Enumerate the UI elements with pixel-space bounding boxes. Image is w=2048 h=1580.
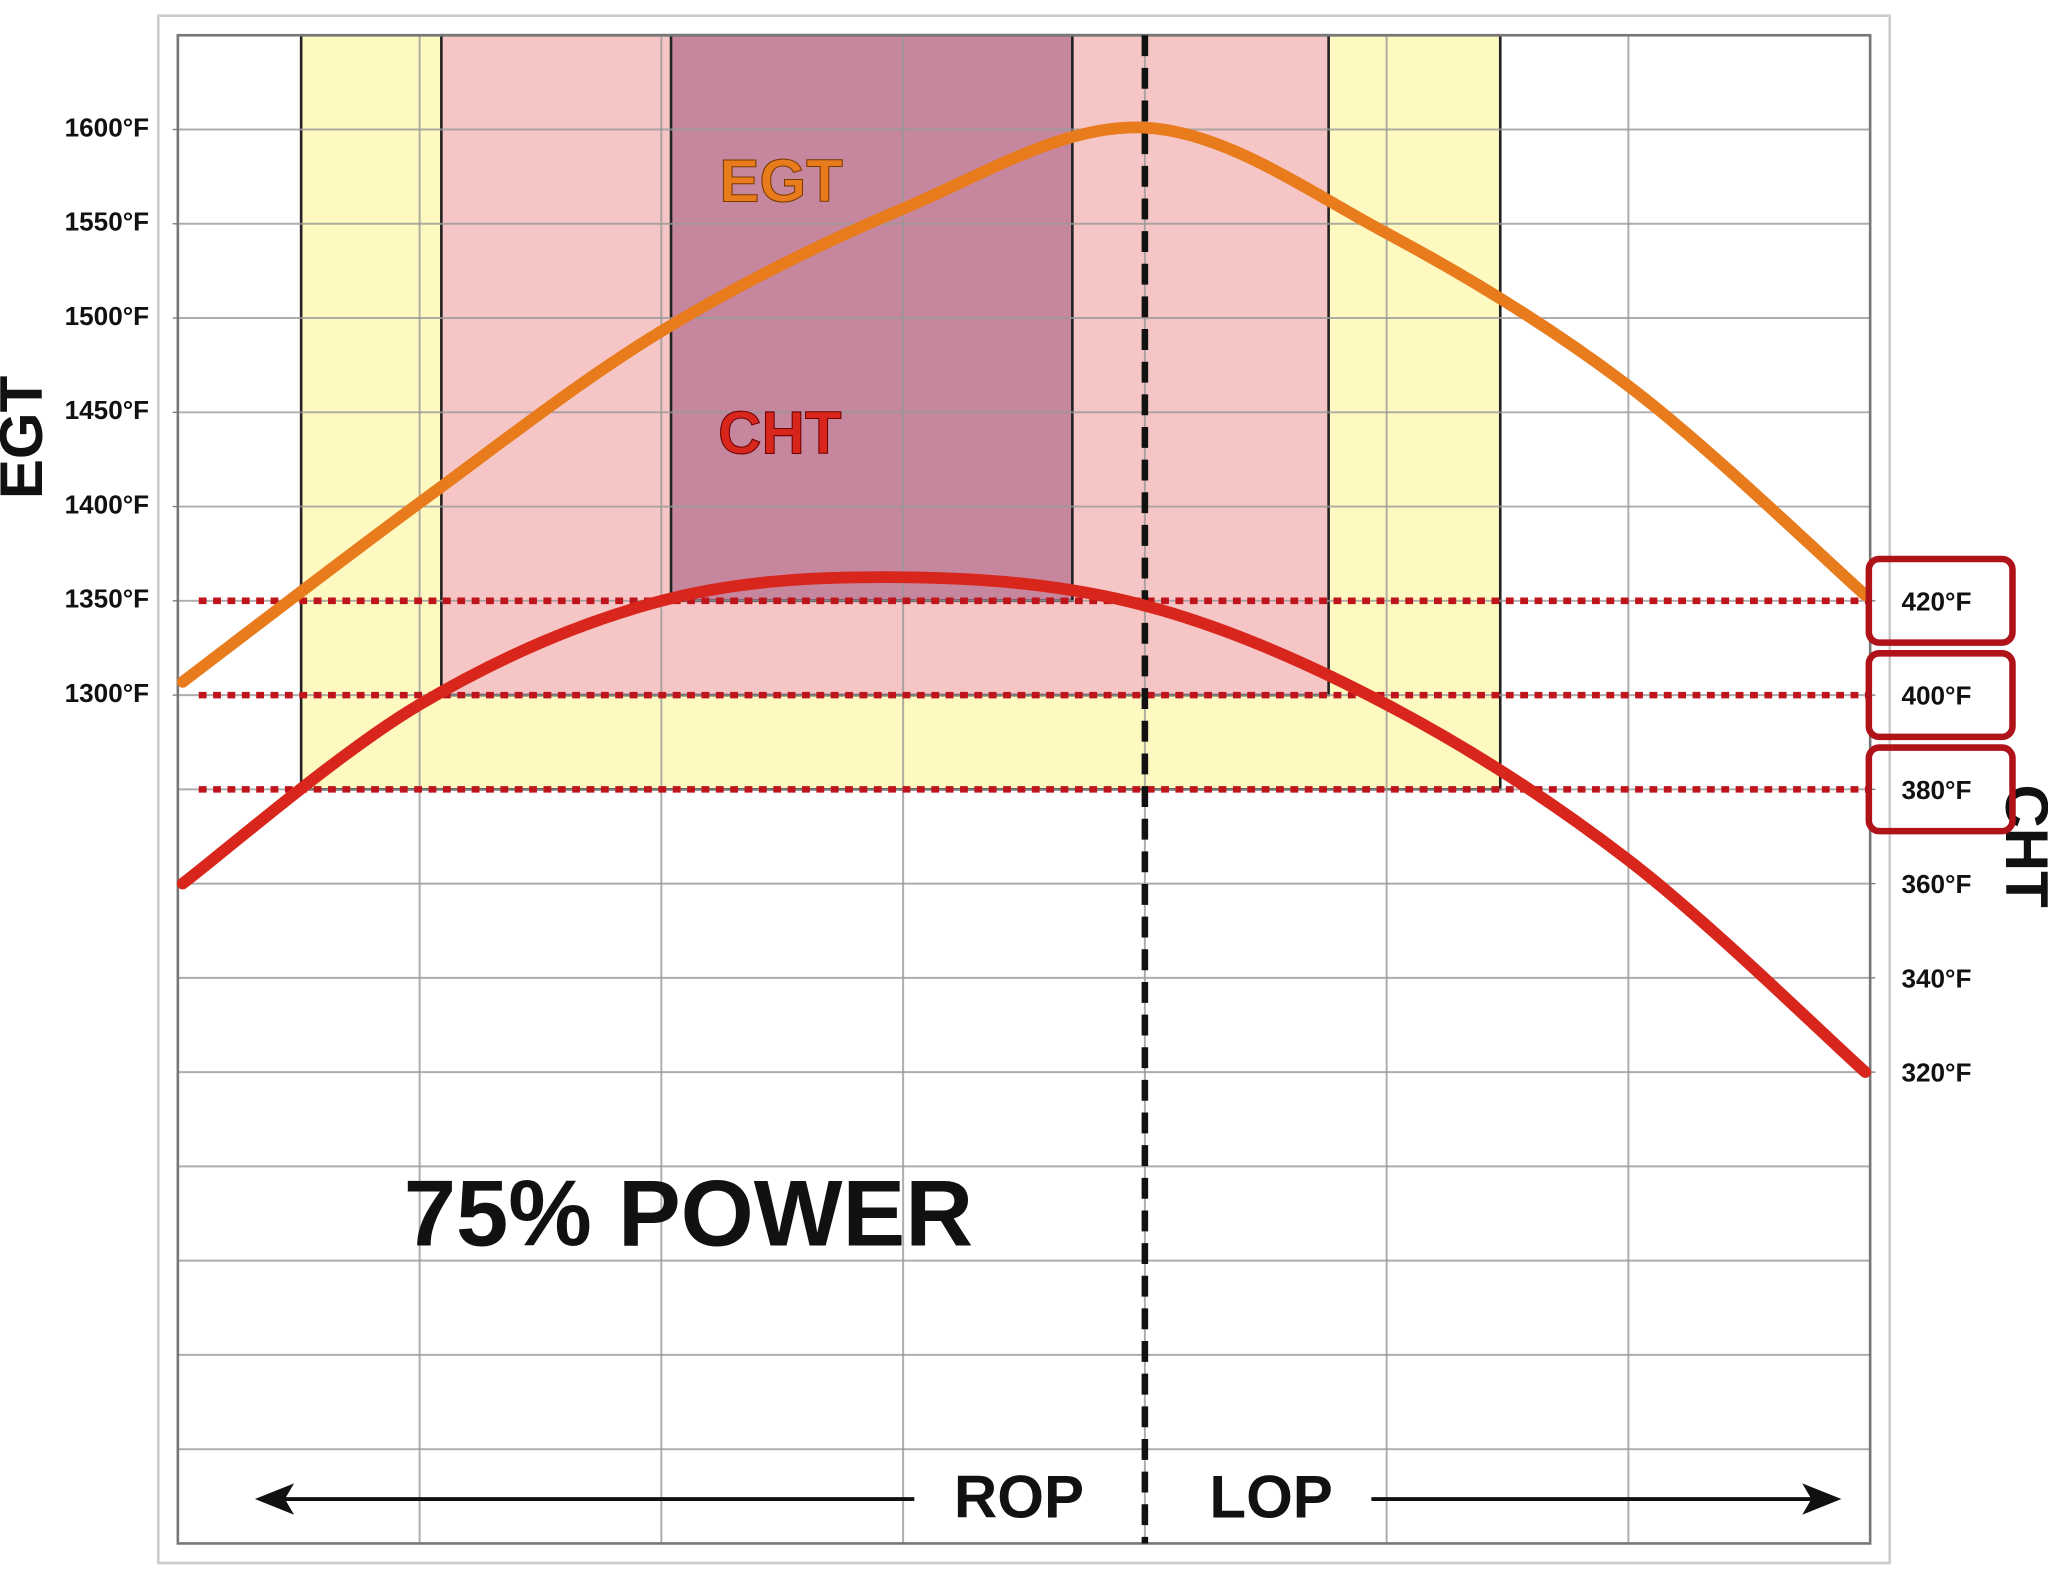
y2-tick-label: 360°F [1901,869,1971,899]
y2-tick-label: 400°F [1901,681,1971,711]
series-line [176,121,1872,688]
y2-tick-box [1865,744,2016,835]
y-tick-label: 1350°F [65,584,149,614]
y2-tick-box [1865,650,2016,741]
marks [176,35,1872,1544]
y2-tick-label: 320°F [1901,1058,1971,1088]
y-tick-label: 1500°F [65,301,149,331]
rop-label: ROP [954,1464,1084,1531]
y-tick-label: 1400°F [65,489,149,519]
y-tick-label: 1550°F [65,207,149,237]
lop-label: LOP [1209,1464,1332,1531]
y-tick-label: 1300°F [65,678,149,708]
y2-tick-box [1865,555,2016,646]
lop-arrowhead [1802,1483,1842,1515]
y2-tick-label: 380°F [1901,775,1971,805]
y2-axis-title: CHT [1993,784,2048,908]
power-label: 75% POWER [404,1161,973,1266]
rop-arrowhead [254,1483,295,1515]
y2-tick-label: 340°F [1901,963,1971,993]
y-axis-title: EGT [0,375,55,499]
egt-label: EGT [719,147,843,214]
series-line [176,571,1872,1079]
y-tick-label: 1600°F [65,112,149,142]
cht-label: CHT [718,399,842,466]
y-tick-label: 1450°F [65,395,149,425]
y2-tick-label: 420°F [1901,586,1971,616]
